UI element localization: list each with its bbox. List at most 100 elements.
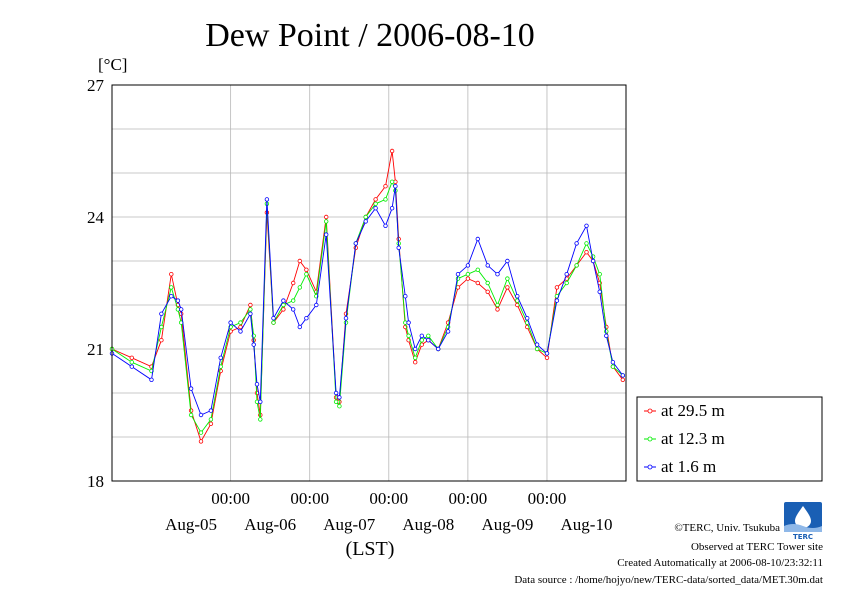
data-point xyxy=(389,179,395,184)
data-point xyxy=(281,298,286,303)
data-point xyxy=(291,307,296,312)
data-point xyxy=(574,263,579,268)
data-point xyxy=(188,412,194,418)
chart-title: Dew Point / 2006-08-10 xyxy=(205,17,535,54)
data-point xyxy=(254,382,260,387)
data-point xyxy=(373,205,378,211)
data-point xyxy=(465,263,471,268)
data-point xyxy=(251,342,256,347)
data-point xyxy=(198,430,204,435)
data-point xyxy=(419,333,424,338)
series-3 xyxy=(109,183,625,418)
data-point xyxy=(485,280,490,286)
data-point xyxy=(604,333,609,338)
data-point xyxy=(413,360,418,365)
data-point xyxy=(389,148,395,154)
data-point xyxy=(169,285,174,290)
y-tick-label: 27 xyxy=(87,76,105,95)
terc-logo-text: TERC xyxy=(793,533,813,541)
x-tick-time-label: 00:00 xyxy=(290,489,329,508)
data-point xyxy=(129,364,134,369)
data-point xyxy=(208,421,214,426)
series-1 xyxy=(109,148,625,444)
x-tick-time-label: 00:00 xyxy=(449,489,488,508)
data-point xyxy=(406,333,411,338)
data-point xyxy=(389,205,395,211)
data-point xyxy=(297,285,302,290)
data-point xyxy=(324,232,329,237)
data-point xyxy=(258,399,263,404)
data-point xyxy=(238,324,243,330)
data-point xyxy=(505,258,510,264)
data-point xyxy=(383,183,388,189)
data-point xyxy=(159,338,164,343)
data-point xyxy=(396,245,401,250)
y-tick-label: 21 xyxy=(87,340,104,359)
data-point xyxy=(564,272,569,277)
data-point xyxy=(314,302,319,308)
series-line xyxy=(111,150,624,443)
data-point xyxy=(304,267,309,272)
x-tick-day-label: Aug-09 xyxy=(481,515,533,534)
legend-swatch-marker xyxy=(647,408,653,414)
plot-frame xyxy=(111,84,627,482)
data-point xyxy=(403,294,408,299)
data-point xyxy=(383,197,388,202)
data-point xyxy=(324,219,329,224)
data-point xyxy=(534,346,540,352)
data-point xyxy=(297,324,302,330)
data-point xyxy=(291,298,296,303)
data-point xyxy=(465,272,471,277)
legend-box xyxy=(636,396,823,482)
data-point xyxy=(597,272,602,277)
x-tick-labels: 00:00 00:00 00:00 00:00 00:00 Aug-05 Aug-06 Aug… xyxy=(165,489,612,534)
data-point xyxy=(304,316,309,321)
data-point xyxy=(198,412,204,418)
series-2 xyxy=(109,179,625,435)
data-point xyxy=(544,351,550,356)
data-point xyxy=(129,360,134,365)
data-point xyxy=(465,276,471,281)
data-point xyxy=(373,197,378,202)
x-tick-day-label: Aug-06 xyxy=(244,515,296,534)
data-point xyxy=(610,360,616,365)
x-axis-label: (LST) xyxy=(346,538,395,560)
data-point xyxy=(373,201,378,206)
footer-observed: Observed at TERC Tower site xyxy=(691,541,823,553)
data-point xyxy=(198,439,204,444)
data-point xyxy=(175,298,181,303)
data-point xyxy=(445,329,451,334)
data-point xyxy=(597,289,602,294)
data-point xyxy=(413,346,418,352)
legend-swatch-marker xyxy=(647,464,653,470)
y-tick-label: 18 xyxy=(87,472,104,491)
data-point xyxy=(590,258,596,264)
data-point xyxy=(584,223,589,228)
data-point xyxy=(208,408,214,413)
data-point xyxy=(475,280,480,286)
legend-swatch-marker xyxy=(647,436,653,442)
data-point xyxy=(363,219,368,224)
data-point xyxy=(495,272,500,277)
data-point xyxy=(620,377,625,382)
data-point xyxy=(333,390,339,396)
data-point xyxy=(505,276,510,281)
data-point xyxy=(324,214,329,220)
data-point xyxy=(188,386,194,391)
data-point xyxy=(248,307,253,312)
data-point xyxy=(353,241,358,246)
data-point xyxy=(554,298,560,303)
footer-copyright: ©TERC, Univ. Tsukuba xyxy=(674,522,780,534)
data-point xyxy=(383,223,388,228)
x-tick-time-label: 00:00 xyxy=(528,489,567,508)
data-point xyxy=(337,404,342,409)
footer-source: Data source : /home/hojyo/new/TERC-data/… xyxy=(514,574,823,586)
data-point xyxy=(169,294,174,299)
data-point xyxy=(208,417,214,422)
data-point xyxy=(525,316,530,321)
y-tick-labels: 18 21 24 27 xyxy=(87,76,105,491)
legend: at 29.5 m at 12.3 m at 1.6 m xyxy=(636,396,823,482)
y-tick-label: 24 xyxy=(87,208,105,227)
data-point xyxy=(228,320,233,325)
